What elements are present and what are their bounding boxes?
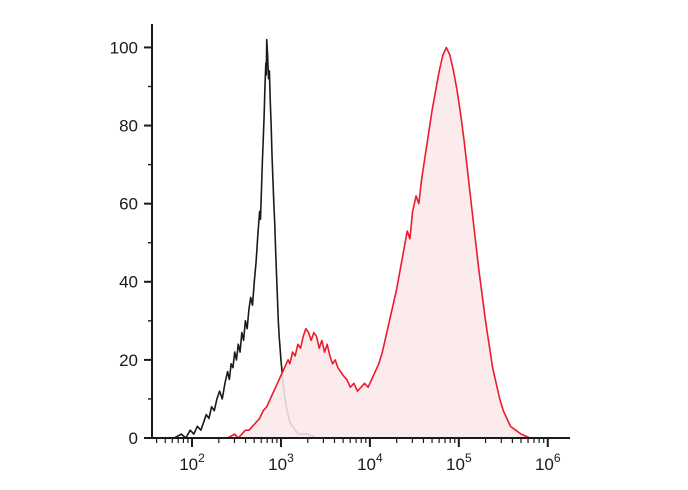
- y-tick-label: 80: [119, 116, 138, 135]
- series-red-filled-histogram: [218, 46, 539, 439]
- axes: [151, 24, 570, 439]
- x-axis-ticks: 102 103 104 105 106: [156, 438, 561, 474]
- black-outline-histogram-line: [165, 38, 326, 439]
- x-tick-label: 105: [446, 451, 472, 474]
- x-tick-label: 103: [268, 451, 294, 474]
- x-tick-label: 104: [357, 451, 383, 474]
- y-tick-label: 100: [110, 38, 138, 57]
- red-filled-histogram-line: [218, 46, 539, 439]
- y-tick-label: 20: [119, 351, 138, 370]
- y-axis-ticks: 0 20 40 60 80 100: [110, 38, 152, 448]
- series-group: [165, 38, 539, 439]
- x-tick-label: 106: [535, 451, 561, 474]
- y-tick-label: 60: [119, 195, 138, 214]
- red-filled-histogram-area: [218, 47, 539, 439]
- x-tick-label: 102: [179, 451, 205, 474]
- axis-lines: [151, 24, 570, 439]
- y-tick-label: 40: [119, 273, 138, 292]
- series-black-outline-histogram: [165, 38, 326, 439]
- y-tick-label: 0: [129, 429, 138, 448]
